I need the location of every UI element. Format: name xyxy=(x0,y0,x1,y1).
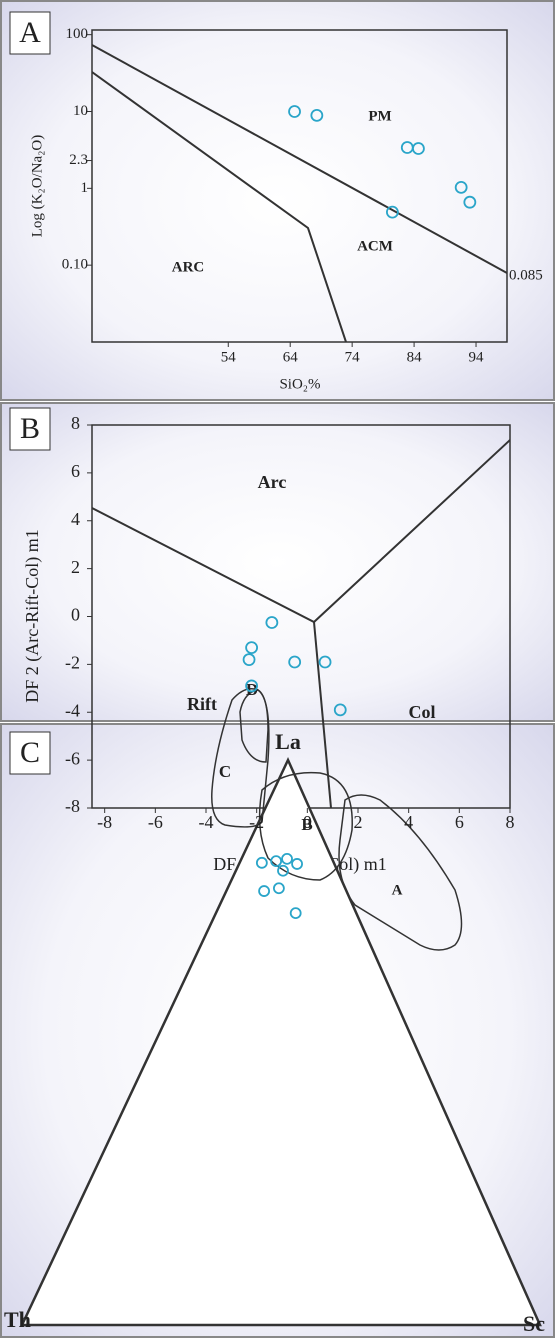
y-tick-label: 0 xyxy=(71,605,80,625)
x-tick-label: 74 xyxy=(345,349,361,365)
panel-bg xyxy=(0,0,555,401)
field-label: B xyxy=(301,815,312,834)
data-point xyxy=(288,655,302,669)
data-point xyxy=(255,856,268,869)
y-tick-label: 2.3 xyxy=(69,152,88,168)
corner-label: Sc xyxy=(523,1311,545,1336)
panel-label-box xyxy=(9,11,51,55)
x-tick-label: 2 xyxy=(354,812,363,832)
field-outline xyxy=(338,794,463,951)
data-point xyxy=(386,205,399,219)
y-tick-label: 4 xyxy=(71,509,80,529)
data-point xyxy=(242,653,256,666)
y-tick-label: 10 xyxy=(73,103,88,119)
field-label: A xyxy=(392,882,403,898)
y-tick-label: -4 xyxy=(65,700,80,720)
x-tick-label: 64 xyxy=(283,349,299,365)
x-tick-label: -8 xyxy=(97,812,112,832)
boundary xyxy=(92,71,347,342)
data-point xyxy=(463,195,477,209)
x-tick-label: 84 xyxy=(407,349,423,365)
y-axis-label: Log (K₂O/Na₂O) xyxy=(29,135,45,238)
boundary xyxy=(92,44,507,274)
x-tick-label: 54 xyxy=(221,349,237,365)
y-tick-label: 0.10 xyxy=(62,257,88,273)
x-tick-label: 0 xyxy=(303,812,312,832)
data-point xyxy=(310,108,324,122)
y-tick-label: 8 xyxy=(71,413,80,433)
x-tick-label: -6 xyxy=(148,812,163,832)
field-label: Rift xyxy=(187,694,217,714)
data-point xyxy=(265,616,279,629)
panel-label-box xyxy=(9,731,51,775)
y-tick-label: 6 xyxy=(71,461,80,481)
data-point xyxy=(245,641,259,655)
field-label: Arc xyxy=(258,472,287,492)
data-point xyxy=(270,855,283,868)
x-axis-label: SiO₂% xyxy=(279,376,320,392)
boundary-label: 0.085 xyxy=(509,267,543,283)
x-tick-label: -4 xyxy=(199,812,214,832)
panel-bg xyxy=(0,402,555,722)
corner-label: La xyxy=(275,729,301,754)
field-label: C xyxy=(219,762,231,781)
y-tick-label: 100 xyxy=(66,26,89,42)
panel-label: A xyxy=(19,16,41,49)
panel-label: C xyxy=(20,736,40,769)
field-label: Col xyxy=(409,702,436,722)
data-point xyxy=(318,655,332,669)
ternary-triangle xyxy=(20,757,542,1327)
field-label: ARC xyxy=(172,259,205,275)
field-label: D xyxy=(246,680,258,699)
data-point xyxy=(245,679,259,693)
boundary xyxy=(313,621,332,808)
data-point xyxy=(291,858,303,870)
panel-label-box xyxy=(9,407,51,451)
plot-area xyxy=(91,29,508,343)
y-axis-label: DF 2 (Arc-Rift-Col) m1 xyxy=(22,529,43,702)
field-label: ACM xyxy=(357,238,393,254)
x-tick-label: 94 xyxy=(469,349,485,365)
field-outline xyxy=(239,689,269,763)
x-tick-label: -2 xyxy=(249,812,264,832)
panel-label: B xyxy=(20,412,40,445)
data-point xyxy=(277,864,289,877)
x-tick-label: 6 xyxy=(455,812,464,832)
data-point xyxy=(454,180,468,194)
y-tick-label: 2 xyxy=(71,557,80,577)
y-tick-label: -2 xyxy=(65,653,80,673)
y-tick-label: -8 xyxy=(65,796,80,816)
x-tick-label: 8 xyxy=(506,812,515,832)
data-point xyxy=(412,142,425,155)
field-outline xyxy=(258,771,353,881)
x-tick-label: 4 xyxy=(404,812,413,832)
data-point xyxy=(272,882,285,895)
field-label: PM xyxy=(368,108,391,124)
data-point xyxy=(281,852,293,865)
corner-label: Th xyxy=(4,1307,31,1332)
y-tick-label: 1 xyxy=(81,180,89,196)
data-point xyxy=(258,885,271,897)
data-point xyxy=(333,703,347,717)
y-tick-label: -6 xyxy=(65,748,80,768)
data-point xyxy=(288,105,301,118)
data-point xyxy=(289,907,302,920)
